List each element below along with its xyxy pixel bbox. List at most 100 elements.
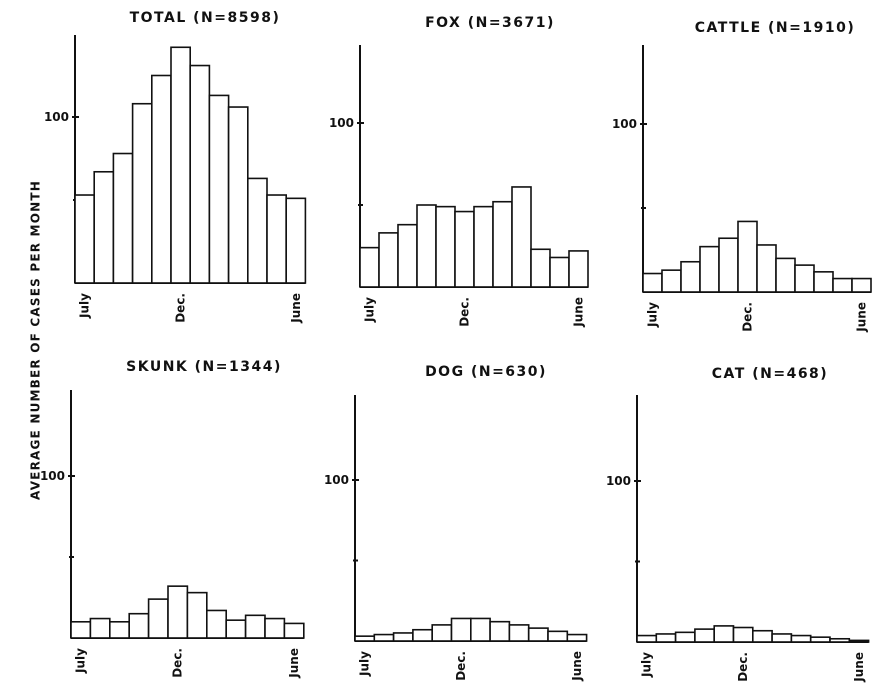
- bar: [655, 633, 677, 643]
- bar: [775, 257, 796, 293]
- x-tick-label: Dec.: [174, 293, 188, 323]
- bar: [713, 625, 735, 643]
- chart-panel: SKUNK (N=1344) 100 July Dec. June: [40, 359, 305, 679]
- bar: [674, 631, 696, 643]
- x-tick-label: July: [363, 297, 377, 323]
- bar: [450, 617, 472, 642]
- bar: [848, 639, 870, 643]
- bar: [208, 94, 230, 284]
- chart-title: CAT (N=468): [712, 366, 828, 382]
- bar: [568, 250, 589, 288]
- bar: [227, 106, 249, 284]
- bar: [732, 626, 754, 643]
- chart-panel: CATTLE (N=1910) 100 July Dec. June: [612, 20, 872, 333]
- bar: [412, 628, 433, 642]
- bar: [74, 194, 96, 284]
- chart-title: FOX (N=3671): [425, 15, 555, 31]
- bar: [832, 277, 853, 293]
- chart-title: SKUNK (N=1344): [126, 359, 282, 375]
- bar: [751, 629, 773, 643]
- x-tick-label: June: [572, 297, 586, 328]
- bar: [109, 620, 131, 639]
- bar: [431, 624, 453, 642]
- x-tick-label: July: [78, 293, 92, 319]
- bar: [547, 630, 569, 642]
- bar: [737, 220, 758, 293]
- bar: [492, 200, 513, 288]
- bar: [794, 264, 815, 293]
- bar: [112, 152, 134, 284]
- y-tick-label: 100: [44, 110, 69, 124]
- y-tick-label: 100: [329, 116, 354, 130]
- bar: [718, 237, 739, 293]
- bar: [147, 598, 169, 639]
- bar: [70, 620, 92, 639]
- y-tick-label: 100: [324, 473, 349, 487]
- x-tick-label: Dec.: [736, 652, 750, 682]
- bar: [549, 256, 570, 288]
- bar: [225, 619, 247, 639]
- x-tick-label: June: [289, 293, 303, 324]
- bar: [167, 585, 189, 639]
- bar: [131, 102, 153, 284]
- bar: [397, 223, 418, 288]
- bar: [285, 197, 307, 284]
- bar: [435, 205, 456, 288]
- bar: [694, 628, 716, 643]
- bar: [511, 186, 532, 288]
- x-tick-label: June: [855, 302, 869, 333]
- chart-title: TOTAL (N=8598): [130, 10, 281, 26]
- bar: [566, 633, 588, 642]
- bar: [473, 205, 494, 288]
- bar: [373, 633, 395, 642]
- chart-panel: FOX (N=3671) 100 July Dec. June: [329, 15, 589, 328]
- bar: [454, 210, 475, 288]
- x-tick-label: June: [287, 648, 301, 679]
- x-tick-label: Dec.: [458, 297, 472, 327]
- bar: [469, 617, 491, 642]
- bar: [790, 634, 812, 643]
- bar: [151, 74, 172, 284]
- bar: [93, 170, 115, 284]
- x-tick-label: July: [646, 302, 660, 328]
- x-tick-label: Dec.: [171, 648, 185, 678]
- bar: [89, 617, 111, 639]
- bar: [264, 617, 286, 639]
- bar: [354, 635, 376, 642]
- bar: [636, 634, 658, 643]
- chart-panel: CAT (N=468) 100 July Dec. June: [606, 366, 870, 683]
- chart-panel: TOTAL (N=8598) 100 July Dec. June: [44, 10, 307, 324]
- bar: [756, 244, 777, 293]
- bar: [530, 248, 551, 288]
- bar: [189, 64, 211, 284]
- y-tick-label: 100: [606, 474, 631, 488]
- bar: [359, 246, 380, 288]
- bar: [489, 620, 511, 642]
- chart-panel: DOG (N=630) 100 July Dec. June: [324, 364, 588, 682]
- x-tick-label: July: [74, 648, 88, 674]
- x-tick-label: July: [358, 651, 372, 677]
- bar: [283, 622, 305, 639]
- bar: [244, 614, 266, 639]
- bar: [508, 624, 530, 642]
- bar: [128, 612, 150, 639]
- bar: [813, 271, 834, 293]
- bar: [771, 633, 793, 643]
- bar: [416, 204, 437, 288]
- bar: [527, 627, 549, 642]
- bar: [378, 232, 399, 288]
- chart-title: CATTLE (N=1910): [695, 20, 856, 36]
- bar: [829, 637, 851, 643]
- bar: [680, 260, 701, 293]
- x-tick-label: July: [640, 652, 654, 678]
- x-tick-label: Dec.: [741, 302, 755, 332]
- bar: [170, 46, 192, 284]
- bar: [809, 636, 831, 643]
- x-tick-label: June: [852, 652, 866, 683]
- x-tick-label: June: [570, 651, 584, 682]
- bar: [851, 277, 872, 293]
- bar: [206, 609, 228, 639]
- bar: [186, 591, 208, 639]
